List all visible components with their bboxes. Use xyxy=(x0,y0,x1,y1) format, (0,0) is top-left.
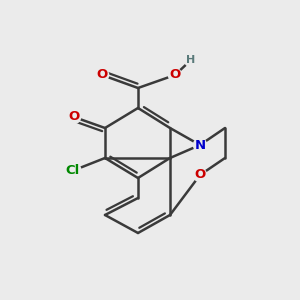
Circle shape xyxy=(184,53,198,67)
Text: O: O xyxy=(169,68,181,82)
Text: O: O xyxy=(96,68,108,82)
Text: O: O xyxy=(68,110,80,124)
Text: O: O xyxy=(194,169,206,182)
Text: Cl: Cl xyxy=(65,164,79,178)
Circle shape xyxy=(63,162,81,180)
Circle shape xyxy=(95,68,109,82)
Text: H: H xyxy=(186,55,196,65)
Circle shape xyxy=(194,138,207,152)
Circle shape xyxy=(194,168,207,182)
Circle shape xyxy=(68,110,81,124)
Text: N: N xyxy=(194,139,206,152)
Circle shape xyxy=(168,68,182,82)
